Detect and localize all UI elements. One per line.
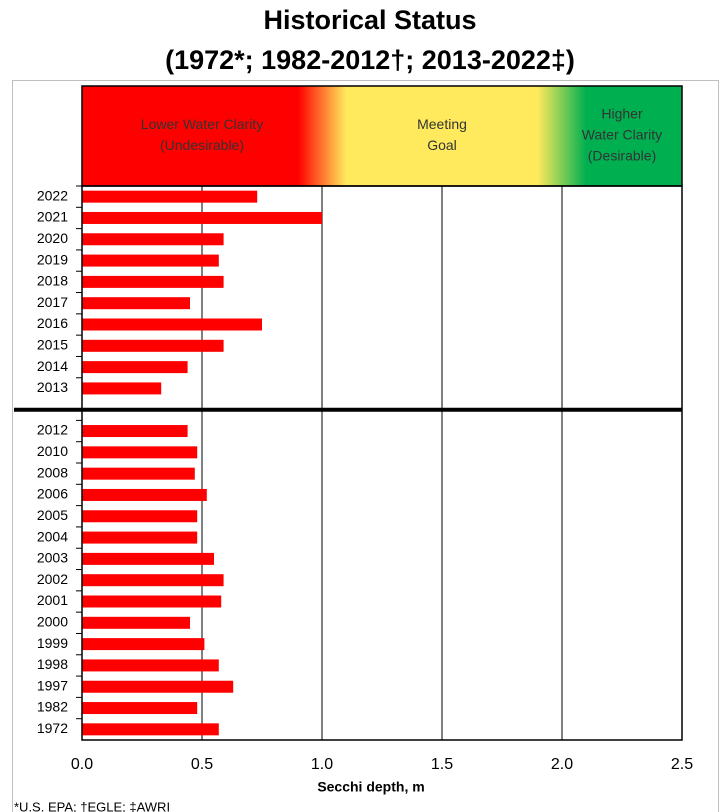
band	[322, 86, 562, 186]
y-tick-label: 2014	[37, 358, 68, 374]
y-tick-label: 2021	[37, 209, 68, 225]
band-label: Lower Water Clarity	[141, 116, 263, 132]
y-tick-label: 2016	[37, 315, 68, 331]
x-axis-label: Secchi depth, m	[317, 779, 424, 795]
band-label: (Undesirable)	[160, 137, 244, 153]
bar	[82, 211, 322, 224]
y-tick-label: 2006	[37, 486, 68, 502]
y-tick-label: 2017	[37, 294, 68, 310]
bar	[82, 297, 190, 310]
bar	[82, 446, 198, 459]
y-tick-label: 2013	[37, 379, 68, 395]
bar	[82, 680, 234, 693]
band-label: (Desirable)	[588, 148, 656, 164]
y-tick-label: 2002	[37, 571, 68, 587]
bar	[82, 382, 162, 395]
y-tick-label: 2003	[37, 550, 68, 566]
bar	[82, 595, 222, 608]
x-tick-label: 2.0	[551, 756, 573, 773]
footnote: *U.S. EPA; †EGLE; ‡AWRI	[14, 799, 170, 812]
y-tick-label: 1997	[37, 677, 68, 693]
bar	[82, 233, 224, 246]
plot-border	[81, 185, 683, 741]
band-label: Higher	[601, 106, 643, 122]
y-tick-label: 2022	[37, 187, 68, 203]
y-tick-label: 2020	[37, 230, 68, 246]
chart-subtitle: (1972*; 1982-2012†; 2013-2022‡)	[165, 45, 575, 75]
band-label: Meeting	[417, 116, 467, 132]
bar	[82, 574, 224, 587]
x-tick-label: 1.0	[311, 756, 333, 773]
x-tick-label: 0.0	[71, 756, 93, 773]
bar	[82, 361, 188, 374]
bar	[82, 467, 195, 480]
frame	[12, 80, 719, 812]
band-label: Goal	[427, 137, 457, 153]
y-tick-label: 2012	[37, 422, 68, 438]
y-tick-label: 2000	[37, 614, 68, 630]
bar	[82, 339, 224, 352]
x-tick-label: 1.5	[431, 756, 453, 773]
y-tick-label: 1998	[37, 656, 68, 672]
bar	[82, 531, 198, 544]
x-tick-label: 0.5	[191, 756, 213, 773]
bar	[82, 275, 224, 288]
bar	[82, 254, 219, 267]
chart-title: Historical Status	[263, 5, 476, 35]
y-tick-label: 2015	[37, 337, 68, 353]
bar	[82, 488, 207, 501]
y-tick-label: 2005	[37, 507, 68, 523]
band	[82, 86, 322, 186]
bar	[82, 638, 205, 651]
y-tick-label: 2008	[37, 464, 68, 480]
bar	[82, 318, 262, 331]
bar	[82, 190, 258, 203]
bar	[82, 702, 198, 715]
x-tick-label: 2.5	[671, 756, 693, 773]
band	[562, 86, 682, 186]
y-tick-label: 1972	[37, 720, 68, 736]
y-tick-label: 1982	[37, 699, 68, 715]
bar	[82, 510, 198, 523]
bar	[82, 659, 219, 672]
bar	[82, 616, 190, 629]
band-label: Water Clarity	[582, 127, 662, 143]
bar	[82, 425, 188, 438]
y-tick-label: 1999	[37, 635, 68, 651]
y-tick-label: 2004	[37, 528, 68, 544]
y-tick-label: 2019	[37, 251, 68, 267]
y-tick-label: 2001	[37, 592, 68, 608]
bar	[82, 723, 219, 736]
y-tick-label: 2018	[37, 273, 68, 289]
y-tick-label: 2010	[37, 443, 68, 459]
bar	[82, 552, 214, 565]
